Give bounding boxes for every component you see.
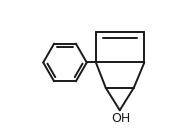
Text: OH: OH <box>112 112 131 125</box>
